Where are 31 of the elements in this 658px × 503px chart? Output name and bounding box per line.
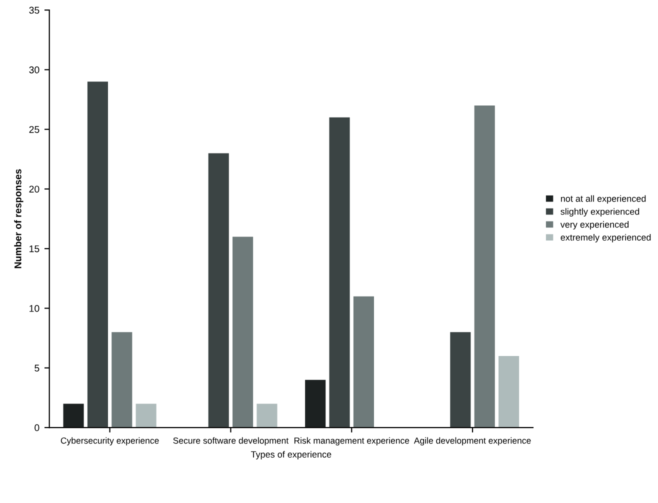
y-tick-label: 20 <box>29 186 40 193</box>
y-tick-label: 10 <box>30 305 40 312</box>
bar <box>232 236 254 428</box>
bar <box>450 332 471 428</box>
y-tick-label: 35 <box>29 6 40 14</box>
bar <box>474 105 495 428</box>
x-tick-label: Agile development experience <box>414 437 531 446</box>
legend-label: not at all experienced <box>560 195 646 204</box>
bar <box>256 404 278 428</box>
legend-label: slightly experienced <box>560 208 640 217</box>
bar <box>63 404 84 428</box>
x-axis-title: Types of experience <box>250 450 332 460</box>
bar <box>208 153 229 428</box>
y-tick-label: 0 <box>34 424 40 432</box>
y-tick-label: 15 <box>30 245 40 252</box>
bar <box>87 82 108 428</box>
x-tick-label: Risk management experience <box>294 437 410 446</box>
bar <box>112 332 132 428</box>
y-tick-label: 25 <box>29 126 40 133</box>
y-axis-title: Number of responses <box>14 169 24 268</box>
bar <box>329 117 350 428</box>
bar <box>136 404 156 428</box>
y-tick-label: 30 <box>29 66 40 74</box>
y-tick-label: 5 <box>34 364 40 372</box>
bar <box>305 380 326 428</box>
legend-label: extremely experienced <box>560 234 651 242</box>
x-tick-label: Cybersecurity experience <box>60 437 159 446</box>
bar <box>353 296 374 428</box>
legend-label: very experienced <box>560 221 629 230</box>
x-tick-label: Secure software development <box>173 437 289 446</box>
bar <box>498 356 520 428</box>
